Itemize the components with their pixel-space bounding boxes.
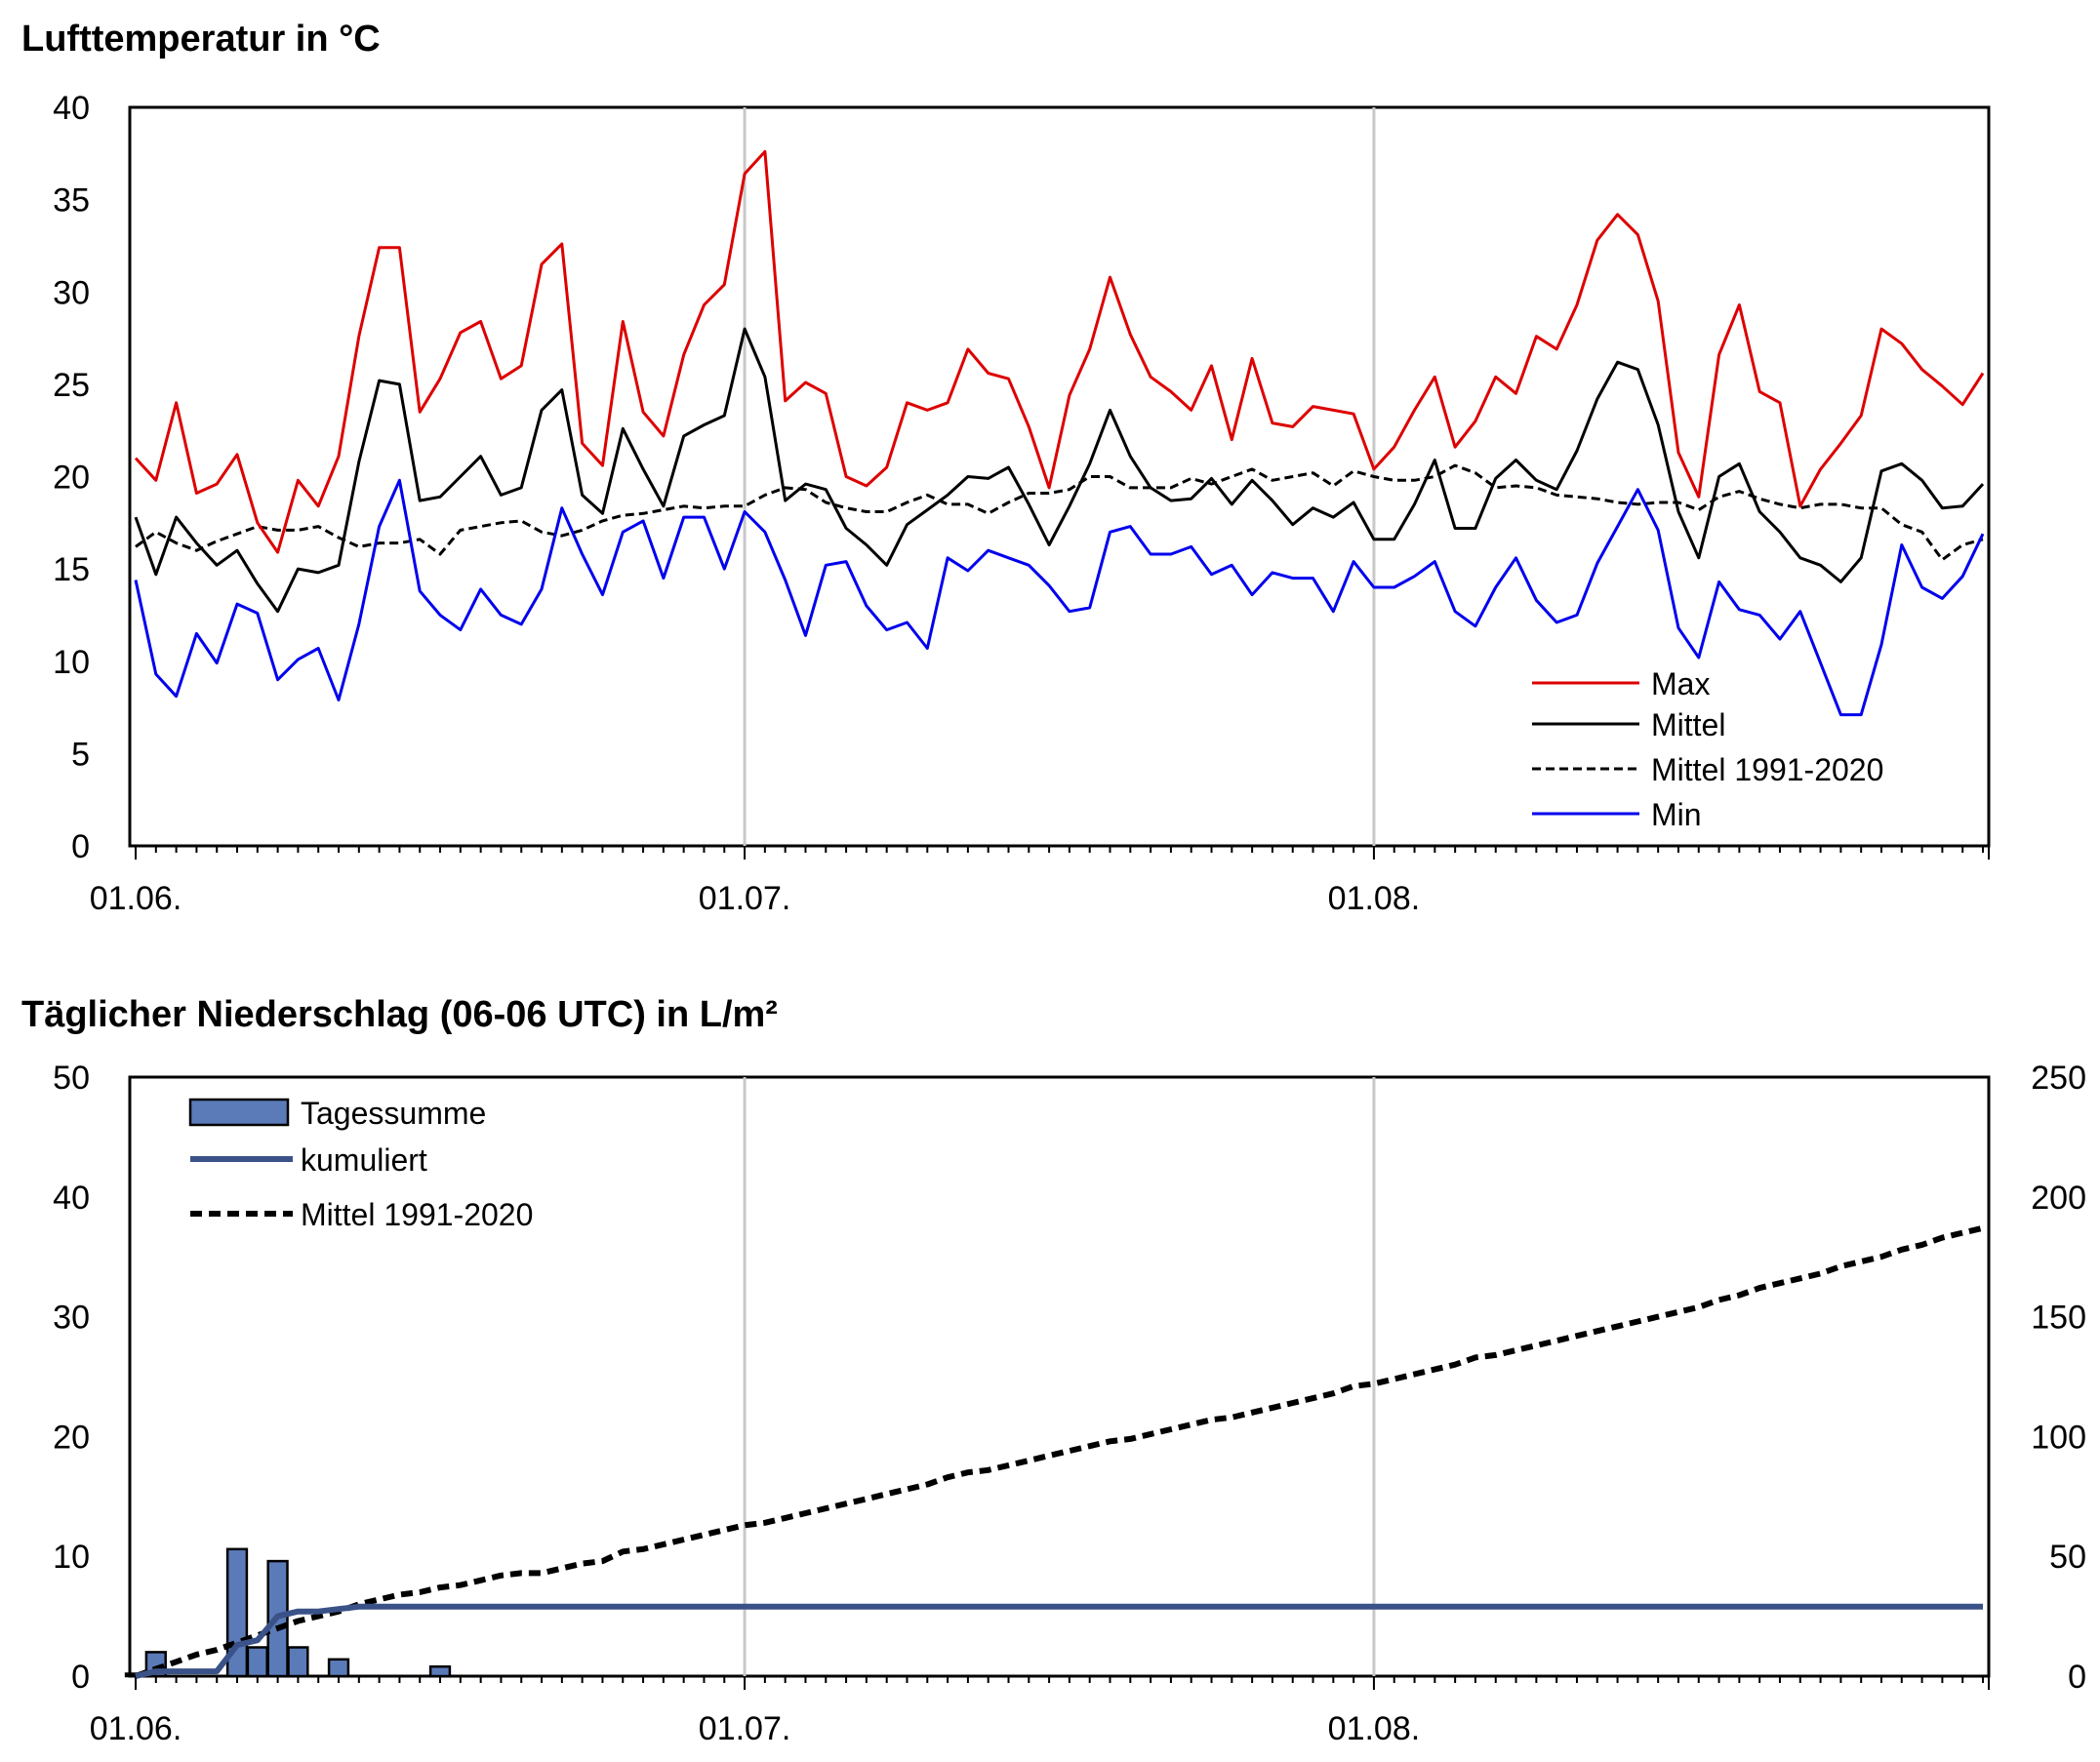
precipitation-y2-tick-label: 100	[2031, 1419, 2086, 1456]
precipitation-y-axis-right: 0 50 100 150 200 250	[2031, 1060, 2086, 1696]
temperature-x-axis: 01.06. 01.07. 01.08.	[90, 846, 1990, 917]
precipitation-chart: Täglicher Niederschlag (06-06 UTC) in L/…	[21, 994, 2086, 1747]
legend-precip-mittel-1991-2020-label: Mittel 1991-2020	[301, 1197, 533, 1232]
temperature-x-tick-label: 01.08.	[1328, 880, 1421, 917]
precipitation-bar	[287, 1646, 309, 1678]
temperature-y-tick-label: 10	[53, 644, 90, 681]
legend-min-label: Min	[1651, 797, 1702, 832]
precipitation-y2-tick-label: 150	[2031, 1300, 2086, 1337]
precipitation-legend: Tagessumme kumuliert Mittel 1991-2020	[188, 1096, 533, 1232]
precipitation-bar	[327, 1658, 350, 1678]
precipitation-y-tick-label: 40	[53, 1180, 90, 1217]
precipitation-y-tick-label: 10	[53, 1539, 90, 1576]
temperature-chart-title: Lufttemperatur in °C	[21, 19, 381, 60]
precipitation-series-mittel-1991-2020	[134, 1224, 1984, 1679]
temperature-y-tick-label: 35	[53, 182, 90, 220]
precipitation-series-kumuliert	[135, 1603, 1983, 1679]
precipitation-plot-area	[128, 1075, 1991, 1678]
temperature-y-tick-label: 0	[71, 828, 90, 865]
precipitation-y-tick-label: 30	[53, 1300, 90, 1337]
precipitation-x-tick-label: 01.07.	[699, 1710, 791, 1747]
precipitation-gridlines	[743, 1077, 1376, 1676]
temperature-x-tick-label: 01.07.	[699, 880, 791, 917]
precipitation-y2-tick-label: 250	[2031, 1060, 2086, 1097]
precipitation-x-axis: 01.06. 01.07. 01.08.	[90, 1676, 1990, 1747]
precipitation-bars	[124, 1547, 452, 1678]
temperature-y-tick-label: 20	[53, 460, 90, 497]
temperature-y-tick-label: 40	[53, 90, 90, 127]
precipitation-y-tick-label: 50	[53, 1060, 90, 1097]
legend-mittel-label: Mittel	[1651, 707, 1725, 742]
legend-kumuliert-label: kumuliert	[301, 1142, 427, 1178]
temperature-y-tick-label: 30	[53, 274, 90, 311]
temperature-series	[134, 149, 1985, 717]
precipitation-chart-title: Täglicher Niederschlag (06-06 UTC) in L/…	[21, 994, 778, 1035]
temperature-y-axis: 0 5 10 15 20 25 30 35 40	[53, 90, 90, 865]
temperature-y-tick-label: 5	[71, 736, 90, 773]
precipitation-y-tick-label: 0	[71, 1659, 90, 1696]
precipitation-x-tick-label: 01.08.	[1328, 1710, 1421, 1747]
temperature-gridlines	[743, 107, 1376, 846]
temperature-series-mittel	[134, 327, 1985, 614]
legend-mittel-1991-2020-label: Mittel 1991-2020	[1651, 752, 1883, 787]
temperature-y-tick-label: 25	[53, 367, 90, 404]
temperature-x-tick-label: 01.06.	[90, 880, 182, 917]
temperature-series-min	[134, 478, 1985, 717]
temperature-legend: Max Mittel Mittel 1991-2020 Min	[1532, 666, 1883, 832]
precipitation-y2-tick-label: 200	[2031, 1180, 2086, 1217]
precipitation-bar	[428, 1664, 452, 1678]
legend-tagessumme-label: Tagessumme	[301, 1096, 486, 1131]
precipitation-x-tick-label: 01.06.	[90, 1710, 182, 1747]
temperature-series-max	[134, 149, 1985, 554]
temperature-y-tick-label: 15	[53, 551, 90, 588]
precipitation-y-axis-left: 0 10 20 30 40 50	[53, 1060, 90, 1696]
legend-max-label: Max	[1651, 666, 1710, 701]
precipitation-y-tick-label: 20	[53, 1419, 90, 1456]
temperature-chart: Lufttemperatur in °C 0 5 10 15 20 25 30 35 40 01…	[21, 19, 1991, 917]
temperature-plot-area	[128, 105, 1991, 848]
precipitation-y2-tick-label: 50	[2049, 1539, 2086, 1576]
precipitation-y2-tick-label: 0	[2068, 1659, 2086, 1696]
legend-tagessumme-swatch	[188, 1098, 290, 1127]
precipitation-bar	[246, 1646, 268, 1678]
precipitation-lines	[134, 1224, 1984, 1679]
